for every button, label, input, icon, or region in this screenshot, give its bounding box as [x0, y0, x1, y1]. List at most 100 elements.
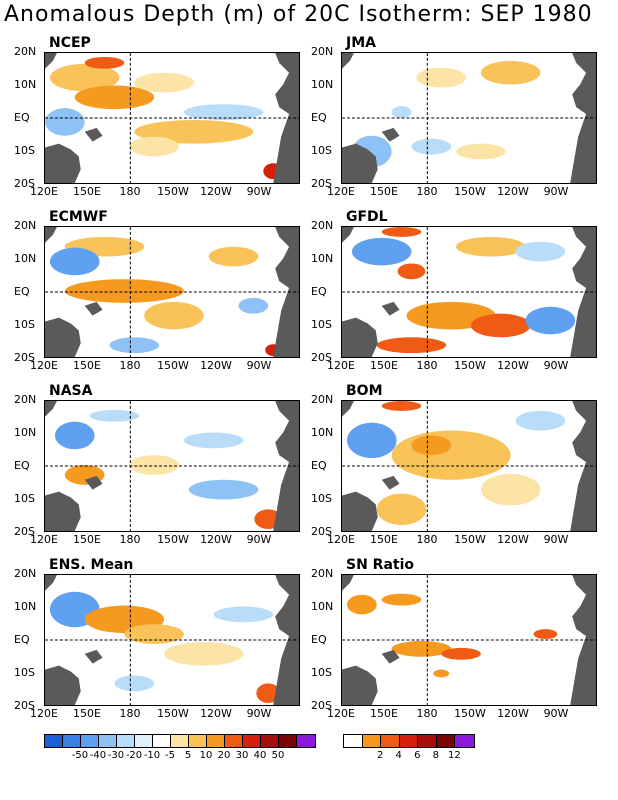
lat-tick-label: 10N	[14, 426, 37, 439]
lon-tick-label: 120E	[327, 707, 355, 720]
colorbar-label: 40	[253, 750, 267, 761]
anomaly-contour	[515, 410, 566, 431]
lat-tick-label: 10S	[14, 144, 35, 157]
lat-tick-label: 10S	[311, 666, 332, 679]
lat-tick-label: EQ	[311, 285, 327, 298]
anomaly-contour	[381, 593, 422, 606]
anomaly-contour	[208, 246, 259, 267]
anomaly-contour	[441, 647, 481, 660]
lon-tick-label: 90W	[543, 707, 569, 720]
anomaly-contour	[351, 237, 412, 266]
lon-tick-label: 180	[416, 359, 438, 372]
colorbar-swatch	[63, 735, 81, 747]
lon-tick-label: 120W	[200, 707, 232, 720]
anomaly-contour	[74, 85, 155, 110]
lon-tick-label: 90W	[246, 533, 272, 546]
lon-tick-label: 120W	[200, 359, 232, 372]
map-panel: NASA 20N 10N EQ 10S 20S 120E 150E 180 150W 120W 90W	[14, 383, 300, 546]
panel-title: SN Ratio	[346, 557, 415, 573]
anomaly-contour	[49, 247, 100, 276]
lon-tick-label: 150E	[370, 533, 398, 546]
anomaly-contour	[456, 236, 526, 257]
colorbar-swatch	[117, 735, 135, 747]
lat-tick-label: 20N	[311, 393, 334, 406]
australia-landmass	[45, 491, 81, 531]
lat-tick-label: 20N	[311, 219, 334, 232]
colorbar-swatch	[153, 735, 171, 747]
lon-tick-label: 180	[416, 185, 438, 198]
lat-tick-label: 10S	[311, 318, 332, 331]
anomaly-contour	[533, 629, 558, 640]
anomaly-contour	[376, 337, 447, 354]
lon-tick-label: 150E	[370, 185, 398, 198]
colorbar-label: -40	[89, 750, 107, 761]
anomaly-contour	[256, 683, 281, 704]
colorbar-swatch	[99, 735, 117, 747]
lon-tick-label: 120E	[30, 359, 58, 372]
panel-title: ENS. Mean	[49, 557, 134, 573]
anomaly-contour	[515, 241, 566, 262]
asia-landmass	[342, 227, 354, 243]
lon-tick-label: 150E	[73, 707, 101, 720]
lat-tick-label: 20S	[311, 699, 332, 712]
lat-tick-label: 20S	[14, 177, 35, 190]
lon-tick-label: 180	[119, 533, 141, 546]
lat-tick-label: 10N	[311, 600, 334, 613]
lat-tick-label: 10N	[14, 600, 37, 613]
lon-tick-label: 90W	[246, 707, 272, 720]
colorbar-label: 12	[448, 750, 461, 761]
americas-landmass	[273, 227, 299, 357]
anomaly-contour	[54, 421, 95, 450]
asia-landmass	[45, 227, 57, 243]
asia-landmass	[45, 53, 57, 69]
lon-tick-label: 150E	[73, 185, 101, 198]
lon-tick-label: 120W	[497, 533, 529, 546]
map-panel: NCEP 20N 10N EQ 10S 20S 120E 150E 180 150W 120W 90W	[14, 35, 300, 198]
lon-tick-label: 180	[416, 533, 438, 546]
lon-tick-label: 150W	[157, 707, 189, 720]
anomaly-contour	[416, 67, 467, 88]
lat-tick-label: 20S	[311, 177, 332, 190]
anomaly-contour	[64, 279, 184, 303]
colorbar	[343, 734, 475, 748]
lon-tick-label: 90W	[543, 185, 569, 198]
australia-landmass	[45, 665, 81, 705]
colorbar-swatch	[261, 735, 279, 747]
lat-tick-label: 10N	[311, 78, 334, 91]
colorbar-label: 10	[199, 750, 213, 761]
new-guinea-landmass	[84, 649, 103, 664]
lat-tick-label: 10S	[311, 144, 332, 157]
lat-tick-label: 10S	[311, 492, 332, 505]
lat-tick-label: EQ	[311, 111, 327, 124]
lon-tick-label: 120W	[200, 533, 232, 546]
asia-landmass	[342, 53, 354, 69]
lon-tick-label: 150W	[454, 359, 486, 372]
asia-landmass	[45, 575, 57, 591]
anomaly-contour	[346, 422, 397, 459]
lat-tick-label: 20N	[14, 567, 37, 580]
lat-tick-label: EQ	[14, 285, 30, 298]
anomaly-contour	[129, 136, 179, 157]
anomaly-map	[341, 574, 597, 706]
lat-tick-label: 20N	[14, 45, 37, 58]
anomaly-contour	[470, 313, 531, 338]
anomaly-contour	[89, 409, 140, 422]
anomaly-contour	[124, 624, 184, 644]
anomaly-contour	[164, 641, 244, 666]
colorbar-label: -20	[125, 750, 143, 761]
lon-tick-label: 120W	[200, 185, 232, 198]
colorbar-label: 2	[376, 750, 384, 761]
colorbar-swatch	[81, 735, 99, 747]
colorbar-label: 20	[217, 750, 231, 761]
anomaly-contour	[129, 455, 179, 475]
new-guinea-landmass	[381, 301, 400, 316]
lon-tick-label: 180	[416, 707, 438, 720]
anomaly-contour	[397, 263, 426, 280]
lat-tick-label: 10N	[14, 252, 37, 265]
anomaly-map	[44, 574, 300, 706]
colorbar-label: -5	[165, 750, 175, 761]
lat-tick-label: 20S	[14, 525, 35, 538]
lon-tick-label: 150W	[157, 185, 189, 198]
anomaly-contour	[183, 432, 244, 449]
colorbar-label: -50	[71, 750, 89, 761]
